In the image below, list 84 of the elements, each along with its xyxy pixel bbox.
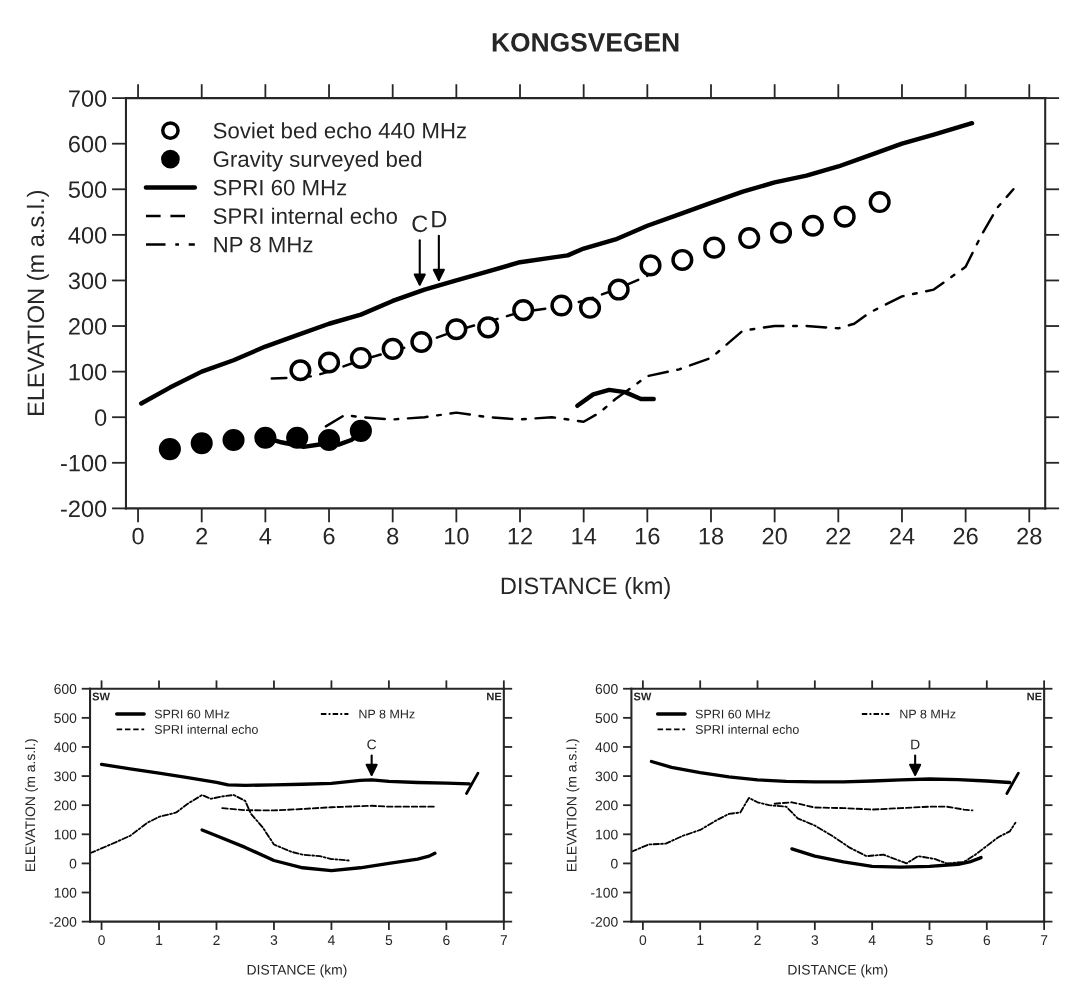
y-tick-label: 100	[69, 363, 107, 381]
legend-label: NP 8 MHz	[214, 236, 313, 253]
y-tick-label: 200	[69, 318, 107, 335]
y-axis-title: ELEVATION (m a.s.l.)	[566, 739, 580, 871]
annotation: C	[367, 739, 377, 750]
x-tick-label: 28	[1017, 527, 1042, 545]
annotation: SW	[92, 692, 110, 701]
x-tick-label: 10	[445, 527, 469, 545]
y-tick-label: 600	[69, 135, 107, 153]
x-tick-label: 1	[697, 935, 704, 945]
x-tick-label: 18	[699, 527, 724, 545]
y-tick-label: 0	[95, 409, 107, 426]
y-tick-label: 300	[54, 771, 77, 782]
y-tick-label: -100	[61, 454, 107, 472]
x-tick-label: 3	[270, 935, 278, 946]
legend-label: SPRI 60 MHz	[154, 709, 230, 719]
y-tick-label: 700	[69, 90, 107, 107]
y-tick-label: 200	[595, 800, 618, 811]
y-tick-label: 500	[68, 181, 107, 199]
x-tick-label: 5	[385, 935, 393, 946]
x-tick-label: 1	[156, 935, 163, 945]
x-tick-label: 0	[132, 527, 144, 545]
x-tick-label: 0	[639, 935, 647, 946]
x-tick-label: 7	[1040, 935, 1048, 945]
y-tick-label: -200	[591, 916, 618, 927]
legend-label: Soviet bed echo 440 MHz	[213, 122, 466, 139]
y-tick-label: 300	[595, 771, 618, 782]
x-tick-label: 20	[762, 527, 787, 545]
x-tick-label: 6	[983, 935, 991, 946]
y-tick-label: 100	[54, 829, 77, 840]
y-tick-label: 400	[68, 226, 107, 244]
annotation: D	[911, 739, 920, 750]
legend-label: SPRI internal echo	[695, 724, 799, 734]
y-tick-label: 500	[54, 713, 77, 724]
legend-label: SPRI 60 MHz	[695, 709, 771, 719]
x-tick-label: 6	[443, 935, 450, 946]
x-tick-label: 6	[323, 527, 335, 545]
y-tick-label: -100	[591, 887, 618, 898]
y-tick-label: 500	[595, 713, 618, 724]
x-tick-label: 4	[259, 528, 272, 545]
annotation: SW	[633, 692, 652, 701]
x-tick-label: 16	[636, 527, 660, 545]
x-tick-label: 14	[572, 528, 597, 545]
y-tick-label: 0	[611, 858, 618, 869]
x-axis-title: DISTANCE (km)	[788, 964, 888, 978]
x-tick-label: 7	[500, 935, 508, 945]
x-tick-label: 8	[387, 527, 399, 545]
x-tick-label: 2	[754, 935, 761, 945]
y-tick-label: 200	[54, 800, 77, 811]
y-tick-label: 300	[68, 272, 107, 290]
x-tick-label: 2	[196, 527, 208, 545]
annotation: NE	[487, 692, 502, 701]
y-tick-label: 600	[54, 684, 77, 694]
x-tick-label: 22	[826, 527, 851, 545]
y-axis-title: ELEVATION (m a.s.l.)	[25, 739, 38, 871]
x-tick-label: 12	[508, 527, 532, 545]
x-tick-label: 24	[890, 527, 915, 545]
y-tick-label: 0	[69, 858, 77, 869]
chart-title: KONGSVEGEN	[492, 32, 679, 52]
annotation: D	[432, 211, 447, 228]
y-tick-label: -200	[61, 500, 107, 518]
y-axis-title: ELEVATION (m a.s.l.)	[26, 191, 49, 416]
x-tick-label: 26	[953, 527, 978, 545]
x-axis-title: DISTANCE (km)	[501, 576, 670, 599]
annotation: C	[412, 215, 428, 233]
x-tick-label: 3	[811, 935, 819, 946]
legend-label: SPRI internal echo	[213, 207, 397, 225]
legend-label: NP 8 MHz	[900, 709, 956, 719]
legend-label: Gravity surveyed bed	[213, 150, 422, 172]
y-tick-label: 400	[54, 742, 77, 753]
x-tick-label: 2	[213, 935, 220, 945]
y-tick-label: 100	[596, 829, 618, 840]
legend-label: SPRI 60 MHz	[213, 179, 347, 196]
x-tick-label: 5	[926, 935, 933, 946]
legend-label: SPRI internal echo	[154, 724, 258, 734]
x-tick-label: 4	[868, 935, 876, 945]
x-axis-title: DISTANCE (km)	[247, 964, 347, 978]
annotation: NE	[1027, 692, 1042, 701]
x-tick-label: 4	[327, 935, 335, 945]
legend-label: NP 8 MHz	[359, 709, 415, 719]
y-tick-label: 100	[54, 887, 77, 898]
y-tick-label: 400	[595, 742, 618, 753]
y-tick-label: 600	[595, 684, 618, 694]
y-tick-label: -200	[49, 916, 77, 927]
